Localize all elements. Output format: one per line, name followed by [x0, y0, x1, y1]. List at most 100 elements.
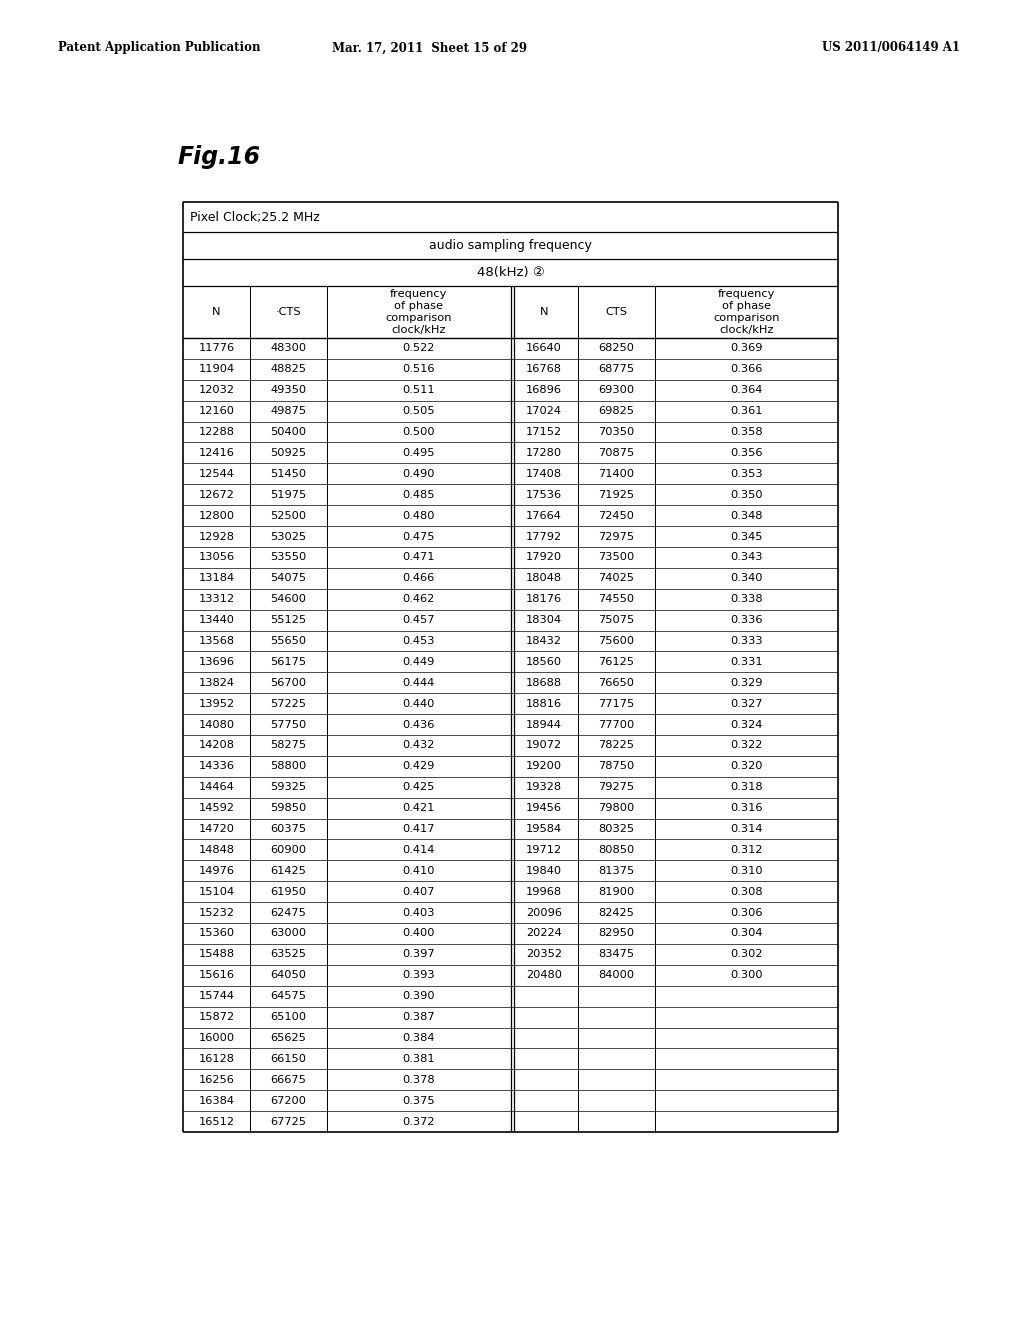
Text: 12928: 12928 — [199, 532, 234, 541]
Text: 48(kHz) ②: 48(kHz) ② — [476, 267, 545, 279]
Text: 0.302: 0.302 — [730, 949, 763, 960]
Text: 0.414: 0.414 — [402, 845, 435, 855]
Text: 68775: 68775 — [598, 364, 634, 375]
Text: 0.308: 0.308 — [730, 887, 763, 896]
Text: 12800: 12800 — [199, 511, 234, 520]
Text: 12672: 12672 — [199, 490, 234, 500]
Text: 13824: 13824 — [199, 677, 234, 688]
Text: 19840: 19840 — [526, 866, 562, 875]
Text: 76125: 76125 — [598, 657, 634, 667]
Text: 56175: 56175 — [270, 657, 306, 667]
Text: 0.378: 0.378 — [402, 1074, 435, 1085]
Text: 0.356: 0.356 — [730, 447, 763, 458]
Text: 20480: 20480 — [526, 970, 562, 981]
Text: 60900: 60900 — [270, 845, 306, 855]
Text: 82425: 82425 — [598, 908, 634, 917]
Text: 0.322: 0.322 — [730, 741, 763, 751]
Text: 50400: 50400 — [270, 428, 306, 437]
Text: 0.505: 0.505 — [402, 407, 435, 416]
Text: N: N — [540, 308, 548, 317]
Text: 60375: 60375 — [270, 824, 306, 834]
Text: 0.475: 0.475 — [402, 532, 435, 541]
Text: 0.366: 0.366 — [730, 364, 763, 375]
Text: 56700: 56700 — [270, 677, 306, 688]
Text: 65625: 65625 — [270, 1034, 306, 1043]
Text: 75600: 75600 — [598, 636, 634, 645]
Text: 18176: 18176 — [526, 594, 562, 605]
Text: ·CTS: ·CTS — [275, 308, 301, 317]
Text: 0.358: 0.358 — [730, 428, 763, 437]
Text: 0.522: 0.522 — [402, 343, 435, 354]
Text: 0.369: 0.369 — [730, 343, 763, 354]
Text: 76650: 76650 — [598, 677, 634, 688]
Text: 15104: 15104 — [199, 887, 234, 896]
Text: N: N — [212, 308, 221, 317]
Text: 66675: 66675 — [270, 1074, 306, 1085]
Text: 14976: 14976 — [199, 866, 234, 875]
Text: 82950: 82950 — [598, 928, 634, 939]
Text: 55125: 55125 — [270, 615, 306, 626]
Text: 61950: 61950 — [270, 887, 306, 896]
Text: 0.329: 0.329 — [730, 677, 763, 688]
Text: 15616: 15616 — [199, 970, 234, 981]
Text: 15360: 15360 — [199, 928, 234, 939]
Text: 16128: 16128 — [199, 1053, 234, 1064]
Text: 67725: 67725 — [270, 1117, 306, 1126]
Text: 0.345: 0.345 — [730, 532, 763, 541]
Text: 14848: 14848 — [199, 845, 234, 855]
Text: US 2011/0064149 A1: US 2011/0064149 A1 — [822, 41, 961, 54]
Text: 0.511: 0.511 — [402, 385, 435, 395]
Text: 0.364: 0.364 — [730, 385, 763, 395]
Text: 18816: 18816 — [526, 698, 562, 709]
Text: 20096: 20096 — [526, 908, 562, 917]
Text: 0.316: 0.316 — [730, 803, 763, 813]
Text: 72450: 72450 — [598, 511, 634, 520]
Text: 0.306: 0.306 — [730, 908, 763, 917]
Text: 18432: 18432 — [526, 636, 562, 645]
Text: 0.490: 0.490 — [402, 469, 435, 479]
Text: 13312: 13312 — [199, 594, 234, 605]
Text: 0.384: 0.384 — [402, 1034, 435, 1043]
Text: 0.400: 0.400 — [402, 928, 435, 939]
Text: 61425: 61425 — [270, 866, 306, 875]
Text: 14336: 14336 — [199, 762, 234, 771]
Text: 0.327: 0.327 — [730, 698, 763, 709]
Text: 0.407: 0.407 — [402, 887, 435, 896]
Text: 14720: 14720 — [199, 824, 234, 834]
Text: 74025: 74025 — [598, 573, 634, 583]
Text: 20224: 20224 — [526, 928, 562, 939]
Text: 13184: 13184 — [199, 573, 234, 583]
Text: 13568: 13568 — [199, 636, 234, 645]
Text: 17920: 17920 — [526, 552, 562, 562]
Text: 54600: 54600 — [270, 594, 306, 605]
Text: Pixel Clock;25.2 MHz: Pixel Clock;25.2 MHz — [190, 210, 319, 223]
Text: 14208: 14208 — [199, 741, 234, 751]
Text: 49350: 49350 — [270, 385, 306, 395]
Text: 14080: 14080 — [199, 719, 234, 730]
Text: 16640: 16640 — [526, 343, 562, 354]
Text: 0.403: 0.403 — [402, 908, 435, 917]
Text: 0.333: 0.333 — [730, 636, 763, 645]
Text: 69825: 69825 — [598, 407, 634, 416]
Text: 0.516: 0.516 — [402, 364, 435, 375]
Text: 14464: 14464 — [199, 783, 234, 792]
Text: 81375: 81375 — [598, 866, 634, 875]
Text: 19584: 19584 — [526, 824, 562, 834]
Text: 20352: 20352 — [526, 949, 562, 960]
Text: 79275: 79275 — [598, 783, 634, 792]
Text: 11776: 11776 — [199, 343, 234, 354]
Text: 0.320: 0.320 — [730, 762, 763, 771]
Text: 19328: 19328 — [526, 783, 562, 792]
Text: 0.397: 0.397 — [402, 949, 435, 960]
Text: 80325: 80325 — [598, 824, 634, 834]
Text: 17536: 17536 — [526, 490, 562, 500]
Text: 0.353: 0.353 — [730, 469, 763, 479]
Text: 75075: 75075 — [598, 615, 634, 626]
Text: 0.440: 0.440 — [402, 698, 435, 709]
Text: 18944: 18944 — [526, 719, 562, 730]
Text: 48825: 48825 — [270, 364, 306, 375]
Text: 0.449: 0.449 — [402, 657, 435, 667]
Text: 15488: 15488 — [199, 949, 234, 960]
Text: 71925: 71925 — [598, 490, 634, 500]
Text: 0.338: 0.338 — [730, 594, 763, 605]
